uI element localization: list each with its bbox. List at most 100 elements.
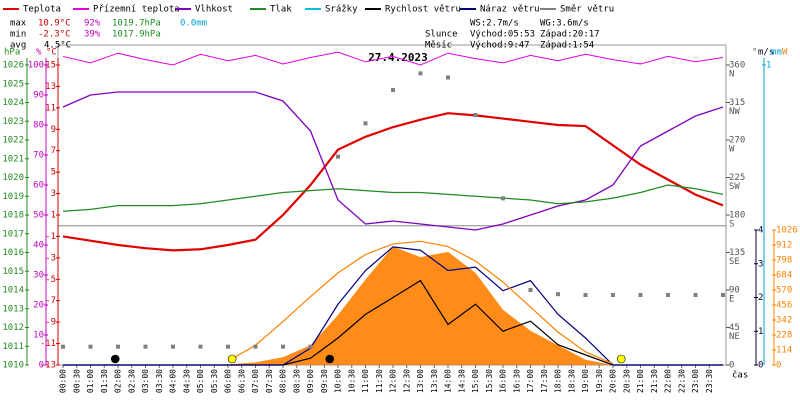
x-tick-label: 19:30 bbox=[595, 369, 604, 393]
x-tick-label: 22:00 bbox=[664, 369, 673, 393]
y-tick-label: 360 bbox=[729, 61, 745, 71]
y-tick-label: 1018 bbox=[2, 211, 24, 221]
y-tick-label: 90 bbox=[33, 91, 44, 101]
series-point bbox=[253, 344, 258, 349]
y-tick-label: 1023 bbox=[2, 117, 24, 127]
y-tick-label: 1014 bbox=[2, 286, 24, 296]
y-tick-label: 1022 bbox=[2, 136, 24, 146]
series-point bbox=[418, 71, 423, 76]
x-tick-label: 05:30 bbox=[210, 369, 219, 393]
legend-label: Směr větru bbox=[560, 5, 614, 15]
y-tick-label: 228 bbox=[776, 331, 792, 341]
y-tick-label: 100 bbox=[28, 61, 44, 71]
y-tick-label: 11 bbox=[45, 103, 56, 113]
series-point bbox=[336, 154, 340, 159]
x-tick-label: 09:00 bbox=[306, 369, 315, 393]
y-tick-label: -1 bbox=[45, 232, 56, 242]
series-point bbox=[446, 75, 450, 80]
axis-unit: °C bbox=[46, 48, 57, 58]
stat: min bbox=[10, 30, 26, 40]
y-tick-label: 3 bbox=[758, 259, 763, 269]
y-tick-label: 114 bbox=[776, 346, 792, 356]
compass-label: S bbox=[729, 220, 734, 230]
y-tick-label: 1024 bbox=[2, 98, 24, 108]
compass-label: NW bbox=[729, 107, 740, 117]
x-tick-label: 15:30 bbox=[485, 369, 494, 393]
x-tick-label: 13:30 bbox=[430, 369, 439, 393]
x-tick-label: 10:00 bbox=[334, 369, 343, 393]
event-marker bbox=[110, 354, 120, 364]
stats: max 10.9°C 92% 1019.7hPa 0.0mm min -2.3°… bbox=[10, 19, 600, 51]
y-tick-label: 1017 bbox=[2, 229, 24, 239]
x-tick-label: 12:00 bbox=[389, 369, 398, 393]
series-point bbox=[501, 196, 505, 201]
y-tick-label: 0 bbox=[758, 361, 763, 371]
x-tick-label: 00:00 bbox=[59, 369, 68, 393]
y-tick-label: -13 bbox=[40, 361, 56, 371]
legend-label: Teplota bbox=[23, 5, 61, 15]
x-tick-label: 18:00 bbox=[554, 369, 563, 393]
series-point bbox=[281, 344, 285, 349]
y-tick-label: 1026 bbox=[776, 226, 798, 236]
y-tick-label: 80 bbox=[33, 121, 44, 131]
series-point bbox=[666, 293, 670, 297]
y-tick-label: 1010 bbox=[2, 361, 24, 371]
x-tick-label: 14:30 bbox=[457, 369, 466, 393]
y-tick-label: 0 bbox=[39, 361, 44, 371]
y-tick-label: 20 bbox=[33, 301, 44, 311]
legend-label: Náraz větru bbox=[480, 5, 540, 15]
y-tick-label: 90 bbox=[729, 286, 740, 296]
series-point bbox=[721, 293, 725, 297]
y-tick-label: 1013 bbox=[2, 304, 24, 314]
compass-label: SW bbox=[729, 182, 740, 192]
y-tick-label: 7 bbox=[51, 146, 56, 156]
y-tick-label: 315 bbox=[729, 98, 745, 108]
y-tick-label: 1 bbox=[766, 61, 771, 71]
series-line bbox=[62, 91, 724, 231]
stat: Východ:9:47 bbox=[470, 41, 530, 51]
y-tick-label: 40 bbox=[33, 241, 44, 251]
x-tick-label: 15:00 bbox=[471, 369, 480, 393]
x-tick-label: 09:30 bbox=[320, 369, 329, 393]
series-point bbox=[363, 121, 368, 126]
axis-unit: mm bbox=[771, 48, 782, 58]
series-point bbox=[583, 293, 588, 297]
x-tick-label: 04:00 bbox=[169, 369, 178, 393]
series-point bbox=[226, 344, 230, 349]
stat: WG:3.6m/s bbox=[540, 19, 589, 29]
y-tick-label: 342 bbox=[776, 316, 792, 326]
x-tick-label: 00:30 bbox=[72, 369, 81, 393]
y-tick-label: 3 bbox=[51, 189, 56, 199]
y-tick-label: -9 bbox=[45, 318, 56, 328]
y-tick-label: 1020 bbox=[2, 173, 24, 183]
stat: 1017.9hPa bbox=[112, 30, 161, 40]
stat: 4.5°C bbox=[44, 41, 71, 51]
legend-label: Vlhkost bbox=[195, 5, 233, 15]
y-tick-label: 456 bbox=[776, 301, 792, 311]
x-tick-label: 02:30 bbox=[127, 369, 136, 393]
axis-unit: m/s bbox=[758, 48, 774, 58]
y-tick-label: 9 bbox=[51, 125, 56, 135]
series-point bbox=[638, 293, 643, 297]
y-tick-label: 684 bbox=[776, 271, 792, 281]
series-point bbox=[693, 293, 698, 297]
x-tick-label: 08:00 bbox=[279, 369, 288, 393]
event-marker bbox=[325, 354, 335, 364]
series-area bbox=[63, 246, 723, 365]
x-tick-label: 17:00 bbox=[526, 369, 535, 393]
x-tick-label: 18:30 bbox=[567, 369, 576, 393]
x-tick-label: 01:00 bbox=[86, 369, 95, 393]
x-tick-label: 03:30 bbox=[155, 369, 164, 393]
y-tick-label: 270 bbox=[729, 136, 745, 146]
stat: 10.9°C bbox=[38, 19, 71, 29]
stat: Měsíc bbox=[425, 41, 452, 51]
series-point bbox=[308, 344, 313, 349]
series-line bbox=[62, 112, 724, 252]
x-tick-label: 10:30 bbox=[347, 369, 356, 393]
y-tick-label: 1015 bbox=[2, 267, 24, 277]
compass-label: E bbox=[729, 295, 734, 305]
series-point bbox=[611, 293, 615, 297]
compass-label: N bbox=[729, 70, 734, 80]
stat: WS:2.7m/s bbox=[470, 19, 519, 29]
